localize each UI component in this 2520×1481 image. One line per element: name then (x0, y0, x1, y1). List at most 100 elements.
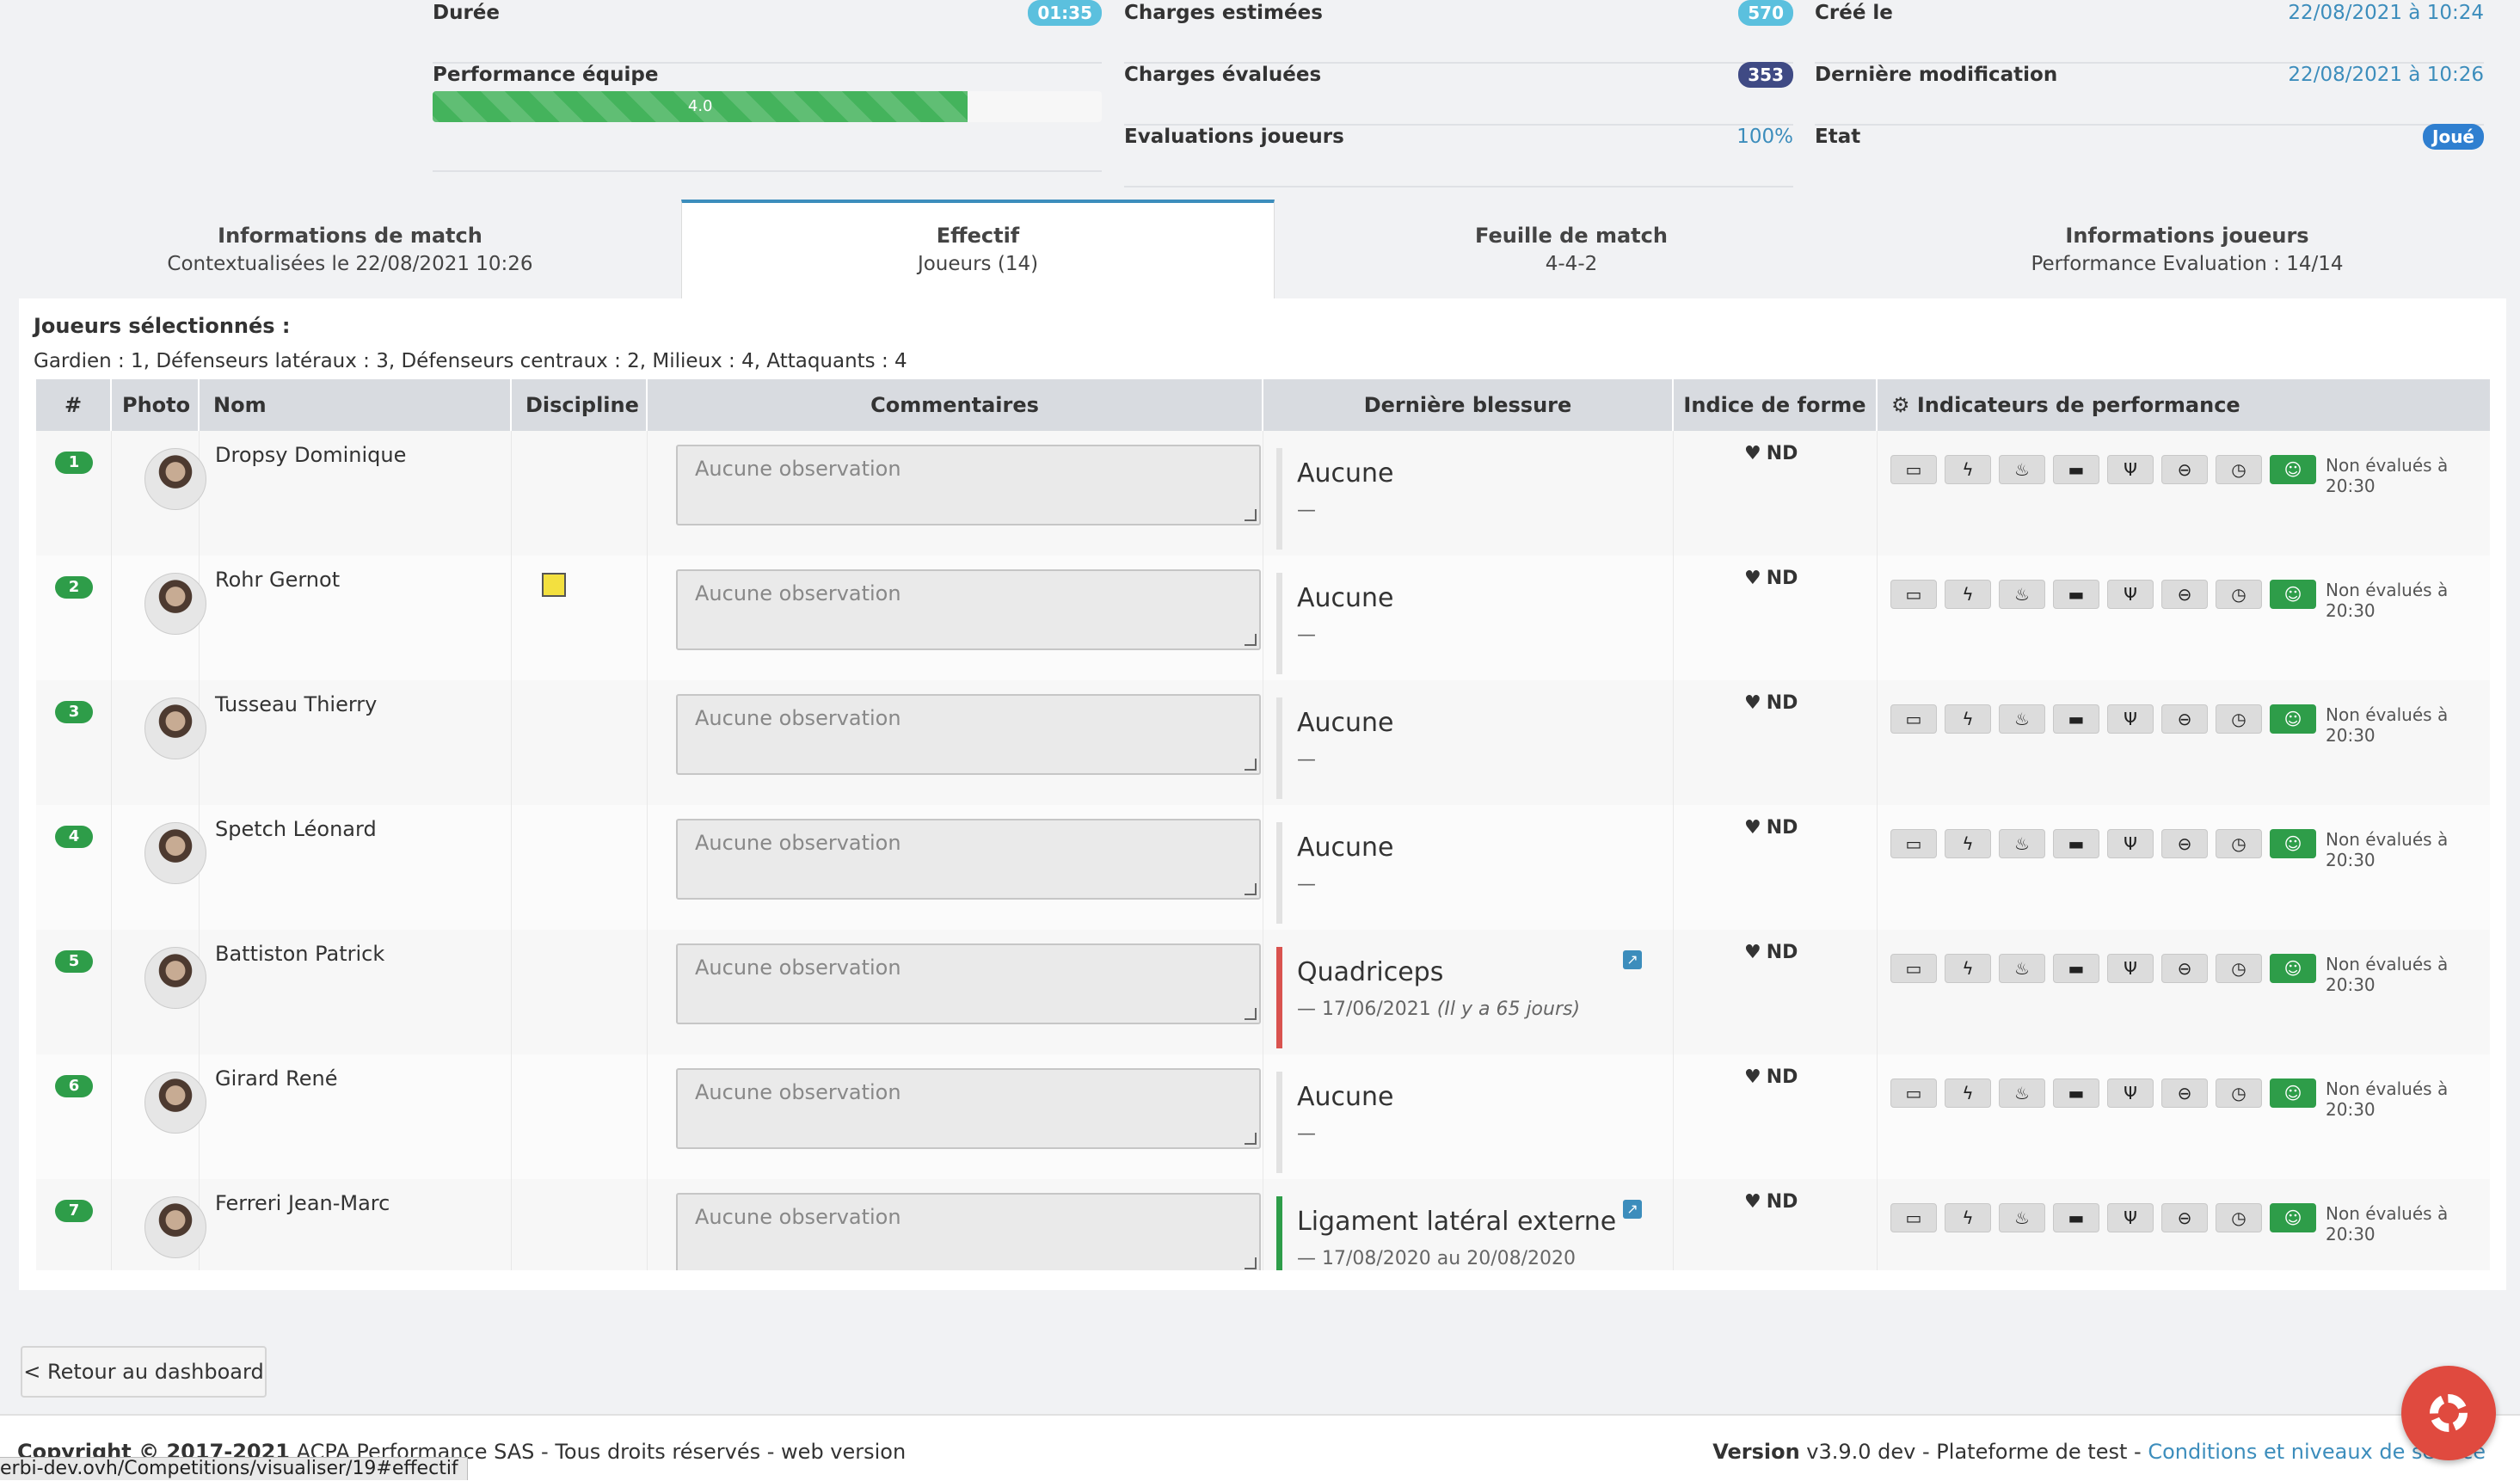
wellness-icon[interactable]: ☺ (2270, 1203, 2316, 1232)
utensils-icon[interactable]: Ψ (2107, 954, 2154, 983)
utensils-icon[interactable]: Ψ (2107, 580, 2154, 609)
bed-icon[interactable]: ▬ (2053, 455, 2099, 484)
cell-num: 6 (36, 1054, 112, 1179)
cell-blessure (1263, 680, 1674, 805)
flame-icon[interactable]: ♨ (1999, 580, 2045, 609)
resize-handle-icon[interactable] (1245, 1133, 1257, 1145)
comment-textarea[interactable]: Aucune observation (676, 694, 1261, 775)
wellness-icon[interactable]: ☺ (2270, 455, 2316, 484)
comment-textarea[interactable]: Aucune observation (676, 943, 1261, 1024)
wellness-icon[interactable]: ☺ (2270, 580, 2316, 609)
thermometer-icon[interactable]: ⊖ (2161, 455, 2208, 484)
battery-icon[interactable]: ▭ (1890, 580, 1937, 609)
comment-placeholder: Aucune observation (695, 1080, 901, 1104)
tab-subtitle: Contextualisées le 22/08/2021 10:26 (167, 253, 533, 275)
battery-icon[interactable]: ▭ (1890, 954, 1937, 983)
avatar (144, 947, 206, 1009)
wellness-icon[interactable]: ☺ (2270, 1078, 2316, 1108)
bolt-icon[interactable]: ϟ (1945, 954, 1991, 983)
cell-discipline (512, 1054, 648, 1179)
player-name[interactable]: Spetch Léonard (215, 817, 377, 841)
thermometer-icon[interactable]: ⊖ (2161, 704, 2208, 734)
injury-date-text: — (1297, 624, 1316, 646)
clock-icon[interactable]: ◷ (2216, 954, 2262, 983)
forme-text: ND (1766, 568, 1798, 589)
flame-icon[interactable]: ♨ (1999, 704, 2045, 734)
clock-icon[interactable]: ◷ (2216, 455, 2262, 484)
wellness-icon[interactable]: ☺ (2270, 704, 2316, 734)
battery-icon[interactable]: ▭ (1890, 1203, 1937, 1232)
bed-icon[interactable]: ▬ (2053, 1078, 2099, 1108)
thermometer-icon[interactable]: ⊖ (2161, 1203, 2208, 1232)
flame-icon[interactable]: ♨ (1999, 455, 2045, 484)
player-name[interactable]: Dropsy Dominique (215, 443, 407, 467)
clock-icon[interactable]: ◷ (2216, 1203, 2262, 1232)
bed-icon[interactable]: ▬ (2053, 829, 2099, 858)
injury-name: Ligament latéral externe (1297, 1207, 1617, 1237)
bed-icon[interactable]: ▬ (2053, 954, 2099, 983)
wellness-icon[interactable]: ☺ (2270, 954, 2316, 983)
flame-icon[interactable]: ♨ (1999, 1078, 2045, 1108)
player-name[interactable]: Battiston Patrick (215, 942, 385, 966)
player-name[interactable]: Rohr Gernot (215, 568, 341, 592)
utensils-icon[interactable]: Ψ (2107, 704, 2154, 734)
thermometer-icon[interactable]: ⊖ (2161, 1078, 2208, 1108)
utensils-icon[interactable]: Ψ (2107, 455, 2154, 484)
stat-cree-le: Créé le 22/08/2021 à 10:24 (1815, 0, 2484, 64)
bolt-icon[interactable]: ϟ (1945, 580, 1991, 609)
utensils-icon[interactable]: Ψ (2107, 1203, 2154, 1232)
external-link-icon[interactable]: ↗ (1623, 1200, 1642, 1219)
bed-icon[interactable]: ▬ (2053, 580, 2099, 609)
thermometer-icon[interactable]: ⊖ (2161, 829, 2208, 858)
cell-forme (1674, 431, 1878, 556)
resize-handle-icon[interactable] (1245, 1008, 1257, 1020)
tab-informations-joueurs[interactable]: Informations joueurs Performance Evaluat… (1868, 200, 2506, 298)
utensils-icon[interactable]: Ψ (2107, 829, 2154, 858)
comment-textarea[interactable]: Aucune observation (676, 1068, 1261, 1149)
bolt-icon[interactable]: ϟ (1945, 1078, 1991, 1108)
clock-icon[interactable]: ◷ (2216, 829, 2262, 858)
battery-icon[interactable]: ▭ (1890, 829, 1937, 858)
bed-icon[interactable]: ▬ (2053, 1203, 2099, 1232)
player-name[interactable]: Girard René (215, 1066, 338, 1091)
comment-textarea[interactable]: Aucune observation (676, 569, 1261, 650)
flame-icon[interactable]: ♨ (1999, 829, 2045, 858)
resize-handle-icon[interactable] (1245, 509, 1257, 521)
comment-textarea[interactable]: Aucune observation (676, 445, 1261, 525)
bed-icon[interactable]: ▬ (2053, 704, 2099, 734)
bolt-icon[interactable]: ϟ (1945, 1203, 1991, 1232)
resize-handle-icon[interactable] (1245, 634, 1257, 646)
battery-icon[interactable]: ▭ (1890, 1078, 1937, 1108)
flame-icon[interactable]: ♨ (1999, 954, 2045, 983)
version-value: v3.9.0 dev - Plateforme de test - (1799, 1440, 2148, 1464)
resize-handle-icon[interactable] (1245, 759, 1257, 771)
help-button[interactable] (2401, 1366, 2496, 1460)
tab-feuille-match[interactable]: Feuille de match 4-4-2 (1275, 200, 1868, 298)
injury-name: Aucune (1297, 833, 1394, 863)
bolt-icon[interactable]: ϟ (1945, 829, 1991, 858)
cell-blessure (1263, 431, 1674, 556)
back-to-dashboard-button[interactable]: < Retour au dashboard (21, 1346, 267, 1398)
tab-effectif[interactable]: Effectif Joueurs (14) (681, 200, 1275, 298)
battery-icon[interactable]: ▭ (1890, 704, 1937, 734)
bolt-icon[interactable]: ϟ (1945, 455, 1991, 484)
player-name[interactable]: Ferreri Jean-Marc (215, 1191, 390, 1215)
comment-textarea[interactable]: Aucune observation (676, 819, 1261, 900)
tab-informations-match[interactable]: Informations de match Contextualisées le… (19, 200, 681, 298)
utensils-icon[interactable]: Ψ (2107, 1078, 2154, 1108)
clock-icon[interactable]: ◷ (2216, 704, 2262, 734)
resize-handle-icon[interactable] (1245, 1257, 1257, 1269)
clock-icon[interactable]: ◷ (2216, 580, 2262, 609)
thermometer-icon[interactable]: ⊖ (2161, 954, 2208, 983)
battery-icon[interactable]: ▭ (1890, 455, 1937, 484)
wellness-icon[interactable]: ☺ (2270, 829, 2316, 858)
player-name[interactable]: Tusseau Thierry (215, 692, 378, 716)
flame-icon[interactable]: ♨ (1999, 1203, 2045, 1232)
bolt-icon[interactable]: ϟ (1945, 704, 1991, 734)
resize-handle-icon[interactable] (1245, 883, 1257, 895)
thermometer-icon[interactable]: ⊖ (2161, 580, 2208, 609)
comment-textarea[interactable]: Aucune observation (676, 1193, 1261, 1270)
heartbeat-icon: ♥ (1744, 1191, 1761, 1213)
external-link-icon[interactable]: ↗ (1623, 950, 1642, 969)
clock-icon[interactable]: ◷ (2216, 1078, 2262, 1108)
